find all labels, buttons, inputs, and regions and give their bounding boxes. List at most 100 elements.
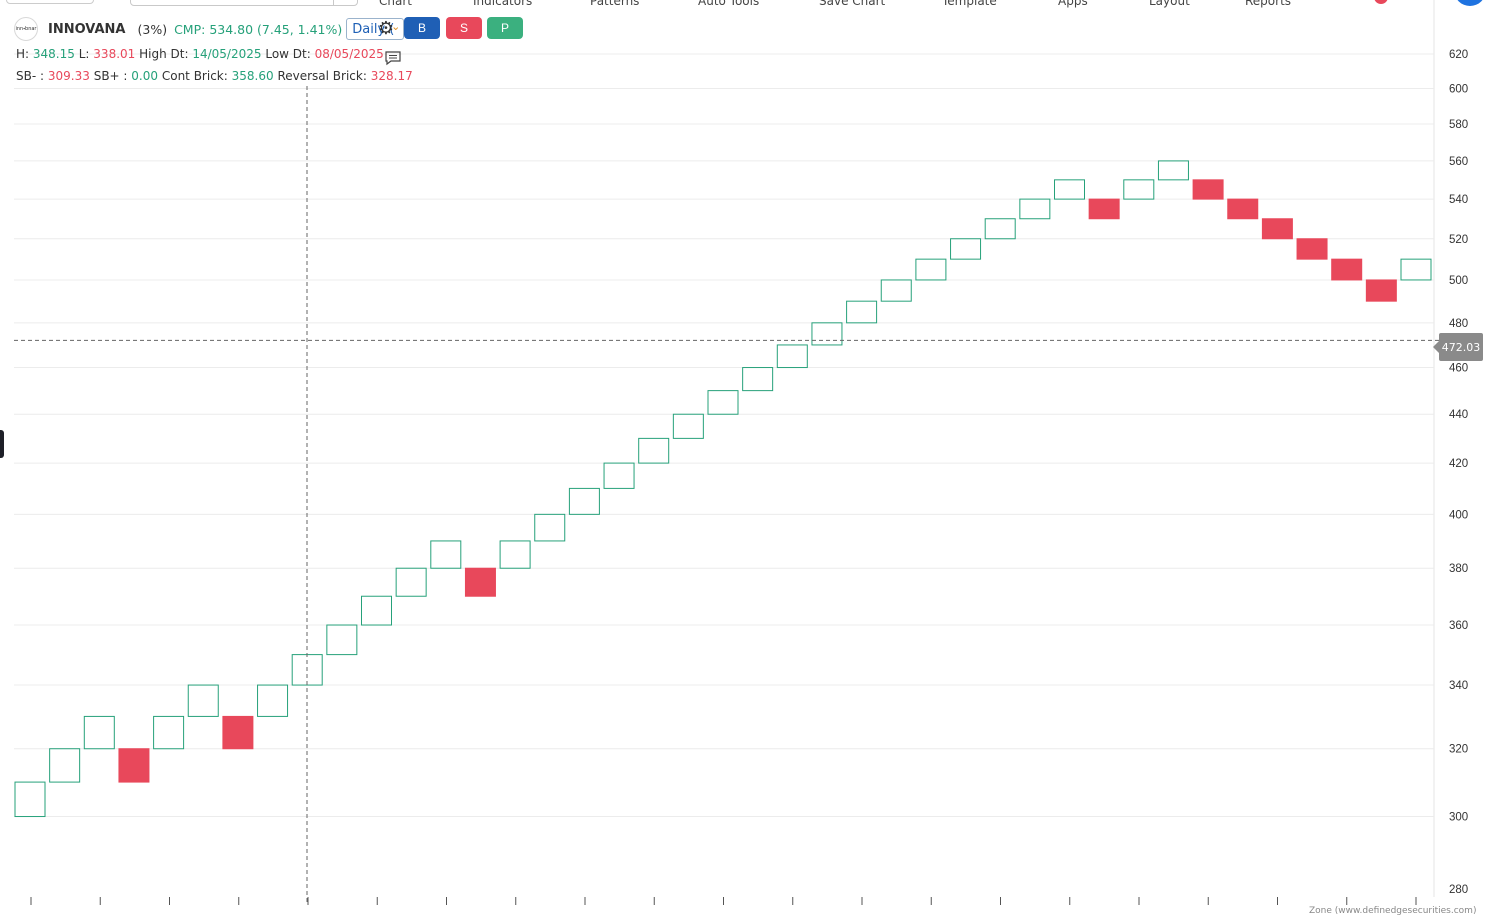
menu-patterns[interactable]: Patterns	[590, 0, 640, 8]
y-tick-label: 600	[1449, 83, 1468, 95]
low-dt-label: Low Dt:	[265, 47, 311, 61]
y-tick-label: 580	[1449, 119, 1468, 131]
watermark: Zone (www.definedgesecurities.com)	[1309, 906, 1477, 916]
renko-brick-up	[499, 540, 531, 569]
search-divider	[333, 0, 334, 5]
renko-brick-up	[811, 322, 843, 346]
cont-brick-value: 358.60	[231, 69, 274, 83]
h-value: 348.15	[32, 47, 75, 61]
menu-reports[interactable]: Reports	[1245, 0, 1292, 8]
renko-brick-up	[672, 413, 704, 439]
l-value: 338.01	[93, 47, 136, 61]
change-percent: (3%)	[137, 21, 168, 37]
y-tick-label: 460	[1449, 363, 1468, 375]
renko-brick-up	[603, 462, 635, 489]
renko-brick-up	[1157, 160, 1189, 181]
renko-brick-up	[776, 344, 808, 369]
renko-brick-up	[880, 279, 912, 302]
renko-brick-down	[1088, 198, 1120, 220]
company-logo: inn⬩bnar	[14, 17, 38, 41]
renko-brick-down	[118, 748, 150, 783]
low-dt-value: 08/05/2025	[314, 47, 384, 61]
high-dt-value: 14/05/2025	[192, 47, 262, 61]
renko-brick-down	[464, 567, 496, 597]
renko-brick-up	[1400, 258, 1432, 281]
brick-stats: SB- : 309.33 SB+ : 0.00 Cont Brick: 358.…	[16, 69, 413, 83]
renko-brick-up	[187, 684, 219, 717]
symbol-search-input[interactable]	[130, 0, 358, 6]
gear-icon[interactable]: ⚙	[377, 18, 395, 39]
menu-auto-tools[interactable]: Auto Tools	[698, 0, 760, 8]
crosshair-price: 472.03	[1439, 333, 1483, 361]
renko-brick-up	[14, 781, 46, 818]
renko-brick-up	[49, 748, 81, 783]
drawer-handle[interactable]	[0, 430, 4, 458]
y-tick-label: 500	[1449, 275, 1468, 287]
y-tick-label: 280	[1449, 884, 1468, 896]
y-tick-label: 560	[1449, 156, 1468, 168]
sb-plus-label: SB+ :	[93, 69, 128, 83]
y-tick-label: 340	[1449, 680, 1468, 692]
renko-brick-down	[1296, 238, 1328, 260]
renko-brick-up	[742, 367, 774, 392]
renko-brick-up	[707, 390, 739, 415]
renko-brick-up	[361, 595, 392, 626]
chevron-down-icon: ⌄	[391, 20, 401, 33]
price-tag-arrow	[1433, 341, 1439, 353]
renko-brick-up	[326, 624, 358, 656]
reversal-brick-value: 328.17	[370, 69, 413, 83]
renko-brick-up	[846, 300, 878, 324]
renko-brick-up	[257, 684, 289, 717]
crosshair-price-tag: 472.03	[1433, 333, 1483, 361]
renko-brick-up	[395, 567, 427, 597]
renko-brick-up	[1054, 179, 1085, 200]
p-button[interactable]: P	[487, 17, 523, 39]
menu-save-chart[interactable]: Save Chart	[819, 0, 886, 8]
renko-brick-down	[1331, 258, 1363, 281]
renko-brick-down	[1227, 198, 1259, 220]
notification-badge[interactable]	[1374, 0, 1388, 4]
y-tick-label: 420	[1449, 458, 1468, 470]
y-tick-label: 380	[1449, 563, 1468, 575]
reversal-brick-label: Reversal Brick:	[277, 69, 367, 83]
l-label: L:	[78, 47, 90, 61]
renko-brick-up	[153, 715, 185, 750]
y-tick-label: 520	[1449, 234, 1468, 246]
ohlc-stats: H: 348.15 L: 338.01 High Dt: 14/05/2025 …	[16, 47, 384, 61]
renko-brick-up	[430, 540, 462, 569]
timeframe-select[interactable]: Daily ( ⌄	[346, 18, 405, 40]
y-tick-label: 620	[1449, 49, 1468, 61]
sell-button[interactable]: S	[446, 17, 482, 39]
sb-minus-value: 309.33	[47, 69, 90, 83]
renko-brick-up	[83, 715, 115, 750]
logo-text: inn⬩bnar	[15, 26, 37, 32]
renko-brick-up	[984, 218, 1016, 240]
renko-brick-down	[1192, 179, 1224, 200]
y-tick-label: 320	[1449, 744, 1468, 756]
renko-brick-down	[222, 715, 254, 750]
symbol-name[interactable]: INNOVANA	[48, 21, 126, 37]
renko-brick-up	[950, 238, 982, 260]
cont-brick-label: Cont Brick:	[161, 69, 228, 83]
renko-brick-down	[1261, 218, 1293, 240]
symbol-header: inn⬩bnar INNOVANA (3%) CMP: 534.80 (7.45…	[14, 17, 405, 41]
renko-brick-up	[568, 487, 600, 515]
high-dt-label: High Dt:	[139, 47, 189, 61]
buy-button[interactable]: B	[404, 17, 440, 39]
sb-plus-value: 0.00	[131, 69, 159, 83]
menu-apps[interactable]: Apps	[1058, 0, 1088, 8]
comment-icon[interactable]	[384, 50, 402, 66]
menu-chart[interactable]: Chart	[379, 0, 412, 8]
avatar[interactable]	[1454, 0, 1486, 6]
current-price: CMP: 534.80 (7.45, 1.41%)	[174, 21, 343, 37]
renko-brick-up	[1123, 179, 1155, 200]
menu-template[interactable]: Template	[942, 0, 997, 8]
renko-brick-up	[1019, 198, 1051, 220]
renko-brick-up	[915, 258, 947, 281]
y-tick-label: 480	[1449, 318, 1468, 330]
sb-minus-label: SB- :	[16, 69, 45, 83]
menu-layout[interactable]: Layout	[1149, 0, 1190, 8]
menu-indicators[interactable]: Indicators	[473, 0, 533, 8]
y-tick-label: 300	[1449, 812, 1468, 824]
